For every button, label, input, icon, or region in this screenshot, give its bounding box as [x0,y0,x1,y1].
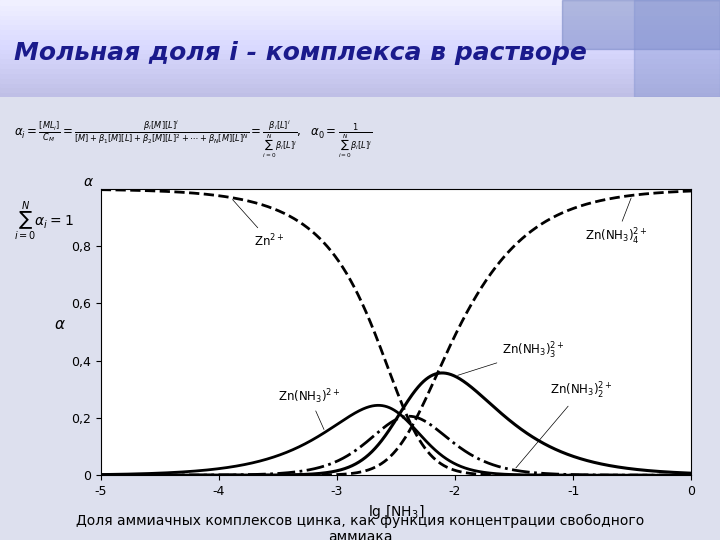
Text: Доля аммиачных комплексов цинка, как функция концентрации свободного
аммиака: Доля аммиачных комплексов цинка, как фун… [76,514,644,540]
Bar [634,0,720,97]
Bar [0,44,720,49]
Text: $\alpha_i = \frac{[ML_i]}{C_M} = \frac{\beta_i[M][L]^i}{[M]+\beta_1[M][L]+\beta_: $\alpha_i = \frac{[ML_i]}{C_M} = \frac{\… [14,119,373,160]
Bar [0,63,720,68]
Text: Zn(NH$_3$)$_2^{2+}$: Zn(NH$_3$)$_2^{2+}$ [516,381,612,468]
Bar [0,78,720,83]
Bar [0,49,720,53]
Bar [0,53,720,58]
Text: $\alpha$: $\alpha$ [83,175,94,189]
Text: Zn(NH$_3$)$^{2+}$: Zn(NH$_3$)$^{2+}$ [278,387,341,429]
Bar [0,92,720,97]
Text: Zn(NH$_3$)$_3^{2+}$: Zn(NH$_3$)$_3^{2+}$ [458,341,565,375]
Bar [562,0,720,49]
Bar [0,29,720,34]
Bar [0,5,720,10]
Bar [0,83,720,87]
Text: α$_i$ зависят только от концентрации лиганда и не зависят от
концентрации металл: α$_i$ зависят только от концентрации лиг… [158,190,559,219]
Bar [0,87,720,92]
Bar [0,68,720,73]
Text: Zn(NH$_3$)$_4^{2+}$: Zn(NH$_3$)$_4^{2+}$ [585,198,647,247]
Bar [0,34,720,39]
Bar [0,24,720,29]
Text: $\sum_{i=0}^{N}\alpha_i = 1$: $\sum_{i=0}^{N}\alpha_i = 1$ [14,199,74,243]
Bar [0,39,720,44]
Text: Мольная доля i - комплекса в растворе: Мольная доля i - комплекса в растворе [14,42,588,65]
Text: Zn$^{2+}$: Zn$^{2+}$ [233,200,284,249]
Y-axis label: $\alpha$: $\alpha$ [54,317,66,332]
Bar [0,73,720,78]
Bar [0,0,720,5]
Bar [0,10,720,15]
Bar [0,19,720,24]
Bar [0,15,720,19]
X-axis label: lg $\left[\mathrm{NH_3}\right]$: lg $\left[\mathrm{NH_3}\right]$ [368,503,424,522]
Bar [0,58,720,63]
